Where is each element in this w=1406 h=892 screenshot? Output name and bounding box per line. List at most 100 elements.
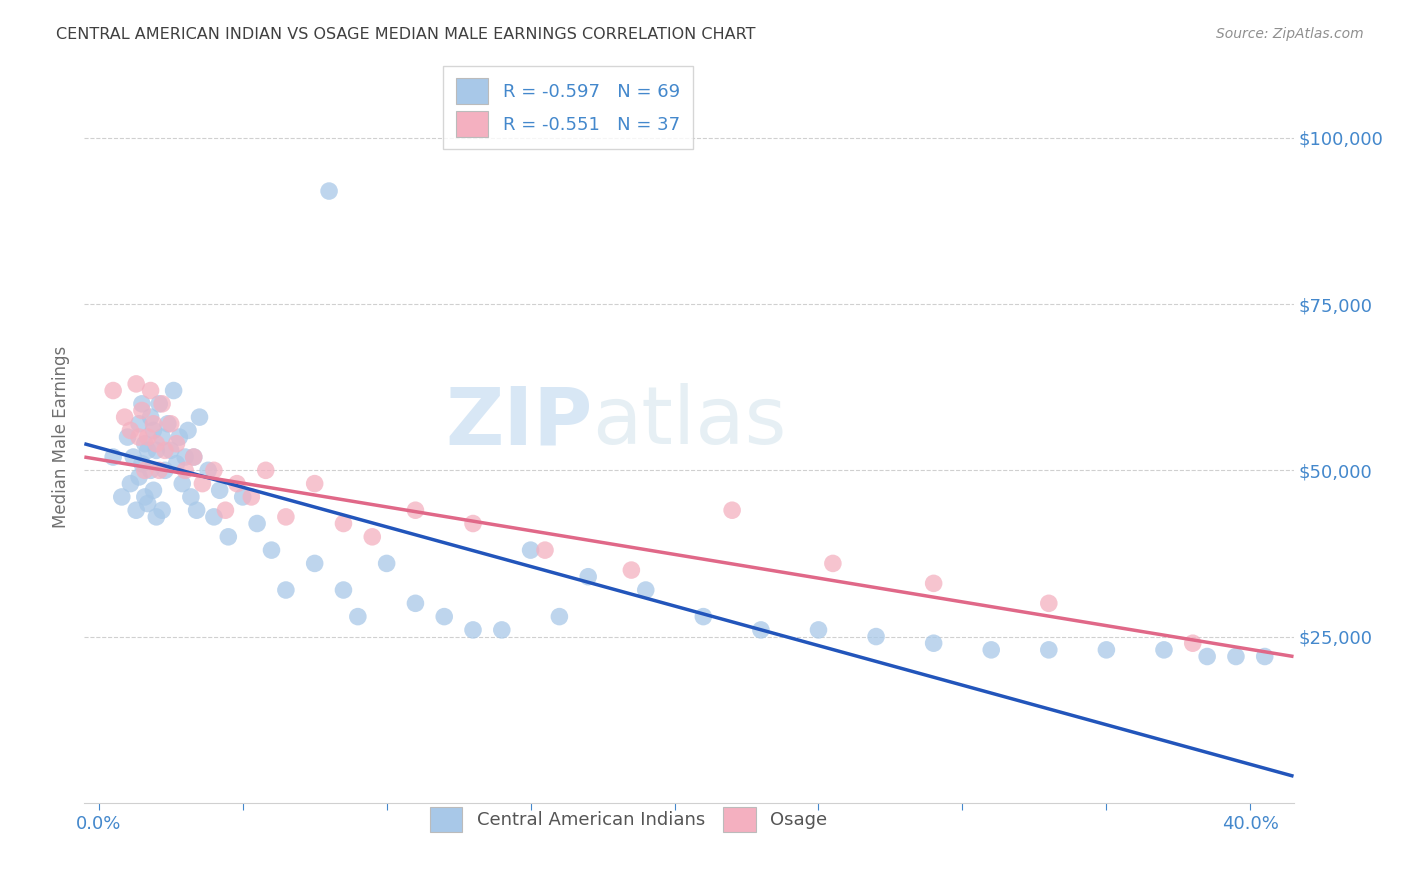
Point: [202, 463, 225, 477]
Point: [183, 450, 205, 464]
Text: ZIP: ZIP: [444, 384, 592, 461]
Point: [433, 609, 456, 624]
Point: [1038, 596, 1060, 610]
Point: [120, 424, 142, 438]
Point: [214, 503, 236, 517]
Point: [197, 463, 219, 477]
Point: [150, 397, 173, 411]
Point: [404, 596, 426, 610]
Point: [159, 417, 181, 431]
Point: [217, 530, 239, 544]
Point: [1095, 643, 1118, 657]
Text: Source: ZipAtlas.com: Source: ZipAtlas.com: [1216, 27, 1364, 41]
Point: [177, 424, 200, 438]
Point: [122, 450, 145, 464]
Point: [375, 557, 398, 571]
Point: [166, 457, 188, 471]
Point: [361, 530, 384, 544]
Point: [304, 476, 326, 491]
Point: [128, 470, 150, 484]
Point: [136, 430, 159, 444]
Point: [186, 503, 208, 517]
Point: [117, 430, 139, 444]
Point: [260, 543, 283, 558]
Point: [240, 490, 263, 504]
Point: [166, 436, 188, 450]
Point: [114, 410, 136, 425]
Point: [404, 503, 426, 517]
Point: [519, 543, 541, 558]
Point: [634, 582, 657, 597]
Point: [136, 497, 159, 511]
Point: [128, 430, 150, 444]
Point: [461, 623, 484, 637]
Point: [534, 543, 557, 558]
Point: [145, 436, 167, 450]
Point: [180, 490, 202, 504]
Point: [1254, 649, 1277, 664]
Point: [721, 503, 744, 517]
Point: [128, 417, 150, 431]
Point: [318, 184, 340, 198]
Point: [134, 490, 156, 504]
Point: [922, 636, 945, 650]
Point: [491, 623, 513, 637]
Point: [169, 430, 191, 444]
Point: [188, 410, 211, 425]
Point: [461, 516, 484, 531]
Point: [347, 609, 370, 624]
Point: [131, 403, 153, 417]
Point: [692, 609, 714, 624]
Point: [134, 463, 156, 477]
Text: atlas: atlas: [592, 384, 786, 461]
Point: [142, 483, 165, 498]
Point: [274, 582, 297, 597]
Legend: Central American Indians, Osage: Central American Indians, Osage: [418, 794, 839, 845]
Point: [183, 450, 205, 464]
Point: [865, 630, 887, 644]
Point: [232, 490, 254, 504]
Point: [576, 570, 599, 584]
Point: [980, 643, 1002, 657]
Point: [191, 476, 214, 491]
Point: [145, 443, 167, 458]
Point: [101, 384, 124, 398]
Text: CENTRAL AMERICAN INDIAN VS OSAGE MEDIAN MALE EARNINGS CORRELATION CHART: CENTRAL AMERICAN INDIAN VS OSAGE MEDIAN …: [56, 27, 756, 42]
Point: [139, 410, 162, 425]
Point: [922, 576, 945, 591]
Point: [131, 397, 153, 411]
Point: [1038, 643, 1060, 657]
Point: [142, 417, 165, 431]
Point: [150, 503, 173, 517]
Point: [139, 463, 162, 477]
Point: [150, 430, 173, 444]
Point: [304, 557, 326, 571]
Point: [208, 483, 231, 498]
Point: [153, 443, 176, 458]
Point: [202, 509, 225, 524]
Point: [153, 463, 176, 477]
Point: [274, 509, 297, 524]
Point: [159, 443, 181, 458]
Point: [620, 563, 643, 577]
Point: [1153, 643, 1175, 657]
Point: [125, 376, 148, 391]
Point: [148, 463, 170, 477]
Point: [1225, 649, 1247, 664]
Point: [125, 503, 148, 517]
Point: [226, 476, 249, 491]
Point: [332, 582, 354, 597]
Point: [174, 463, 197, 477]
Point: [162, 384, 184, 398]
Point: [172, 476, 194, 491]
Point: [131, 457, 153, 471]
Point: [148, 397, 170, 411]
Point: [821, 557, 844, 571]
Point: [332, 516, 354, 531]
Point: [548, 609, 571, 624]
Point: [1197, 649, 1219, 664]
Point: [246, 516, 269, 531]
Point: [1181, 636, 1204, 650]
Point: [136, 443, 159, 458]
Point: [101, 450, 124, 464]
